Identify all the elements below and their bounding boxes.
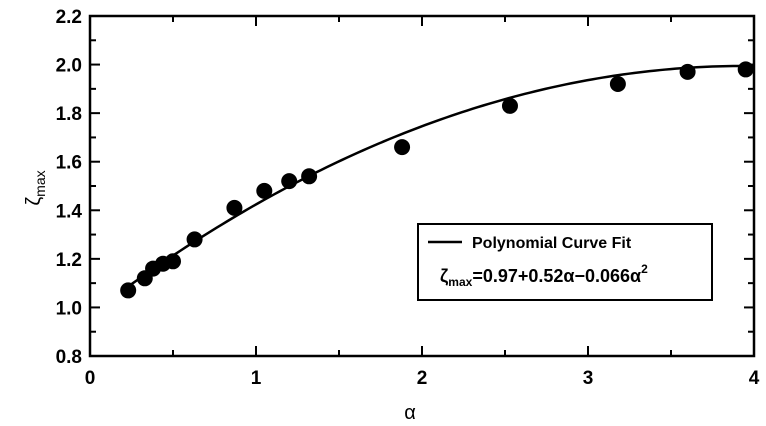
equation-lhs-subscript: max bbox=[448, 275, 472, 289]
data-point bbox=[186, 231, 203, 248]
polynomial-fit-curve bbox=[127, 64, 755, 288]
y-axis-label-main: ζ bbox=[23, 197, 45, 206]
y-tick-label: 1.2 bbox=[56, 250, 82, 271]
data-point bbox=[737, 61, 754, 78]
x-tick-label: 2 bbox=[417, 368, 428, 389]
data-point bbox=[394, 139, 411, 156]
data-point bbox=[609, 76, 626, 92]
x-tick-label: 0 bbox=[85, 368, 96, 389]
data-point bbox=[256, 182, 273, 199]
data-points bbox=[120, 61, 754, 299]
data-point bbox=[679, 63, 696, 80]
equation-superscript: 2 bbox=[641, 262, 648, 276]
data-point bbox=[120, 282, 137, 299]
data-point bbox=[281, 173, 298, 190]
y-tick-label: 1.6 bbox=[56, 153, 82, 174]
data-point bbox=[301, 168, 318, 185]
equation-rhs: =0.97+0.52α−0.066α bbox=[472, 266, 641, 286]
data-point bbox=[226, 199, 243, 216]
x-axis-ticks bbox=[89, 16, 755, 356]
y-tick-label: 1.4 bbox=[56, 201, 83, 222]
x-tick-label: 1 bbox=[251, 368, 262, 389]
y-tick-label: 0.8 bbox=[56, 347, 82, 368]
y-tick-label: 1.8 bbox=[56, 104, 82, 125]
plot-area-frame bbox=[88, 14, 756, 358]
data-point bbox=[501, 97, 518, 114]
legend-equation: ζmax=0.97+0.52α−0.066α2 bbox=[440, 262, 648, 289]
y-tick-label: 1.0 bbox=[56, 298, 82, 319]
x-tick-label: 3 bbox=[583, 368, 594, 389]
data-point bbox=[165, 253, 181, 270]
y-axis-label-subscript: max bbox=[32, 170, 48, 196]
legend-line-label: Polynomial Curve Fit bbox=[472, 235, 632, 252]
legend: Polynomial Curve Fit ζmax=0.97+0.52α−0.0… bbox=[417, 223, 713, 301]
x-axis-label: α bbox=[404, 402, 416, 424]
y-axis-tick-labels: 0.8 1.0 1.2 1.4 1.6 1.8 2.0 2.2 bbox=[56, 7, 83, 368]
equation-lhs: ζ bbox=[440, 266, 448, 287]
y-axis-label: ζmax bbox=[23, 170, 48, 205]
y-tick-label: 2.2 bbox=[56, 7, 82, 28]
y-tick-label: 2.0 bbox=[56, 56, 82, 77]
y-axis-ticks bbox=[90, 15, 754, 357]
legend-box bbox=[417, 223, 713, 301]
x-tick-label: 4 bbox=[749, 368, 760, 389]
x-axis-tick-labels: 0 1 2 3 4 bbox=[85, 368, 760, 389]
